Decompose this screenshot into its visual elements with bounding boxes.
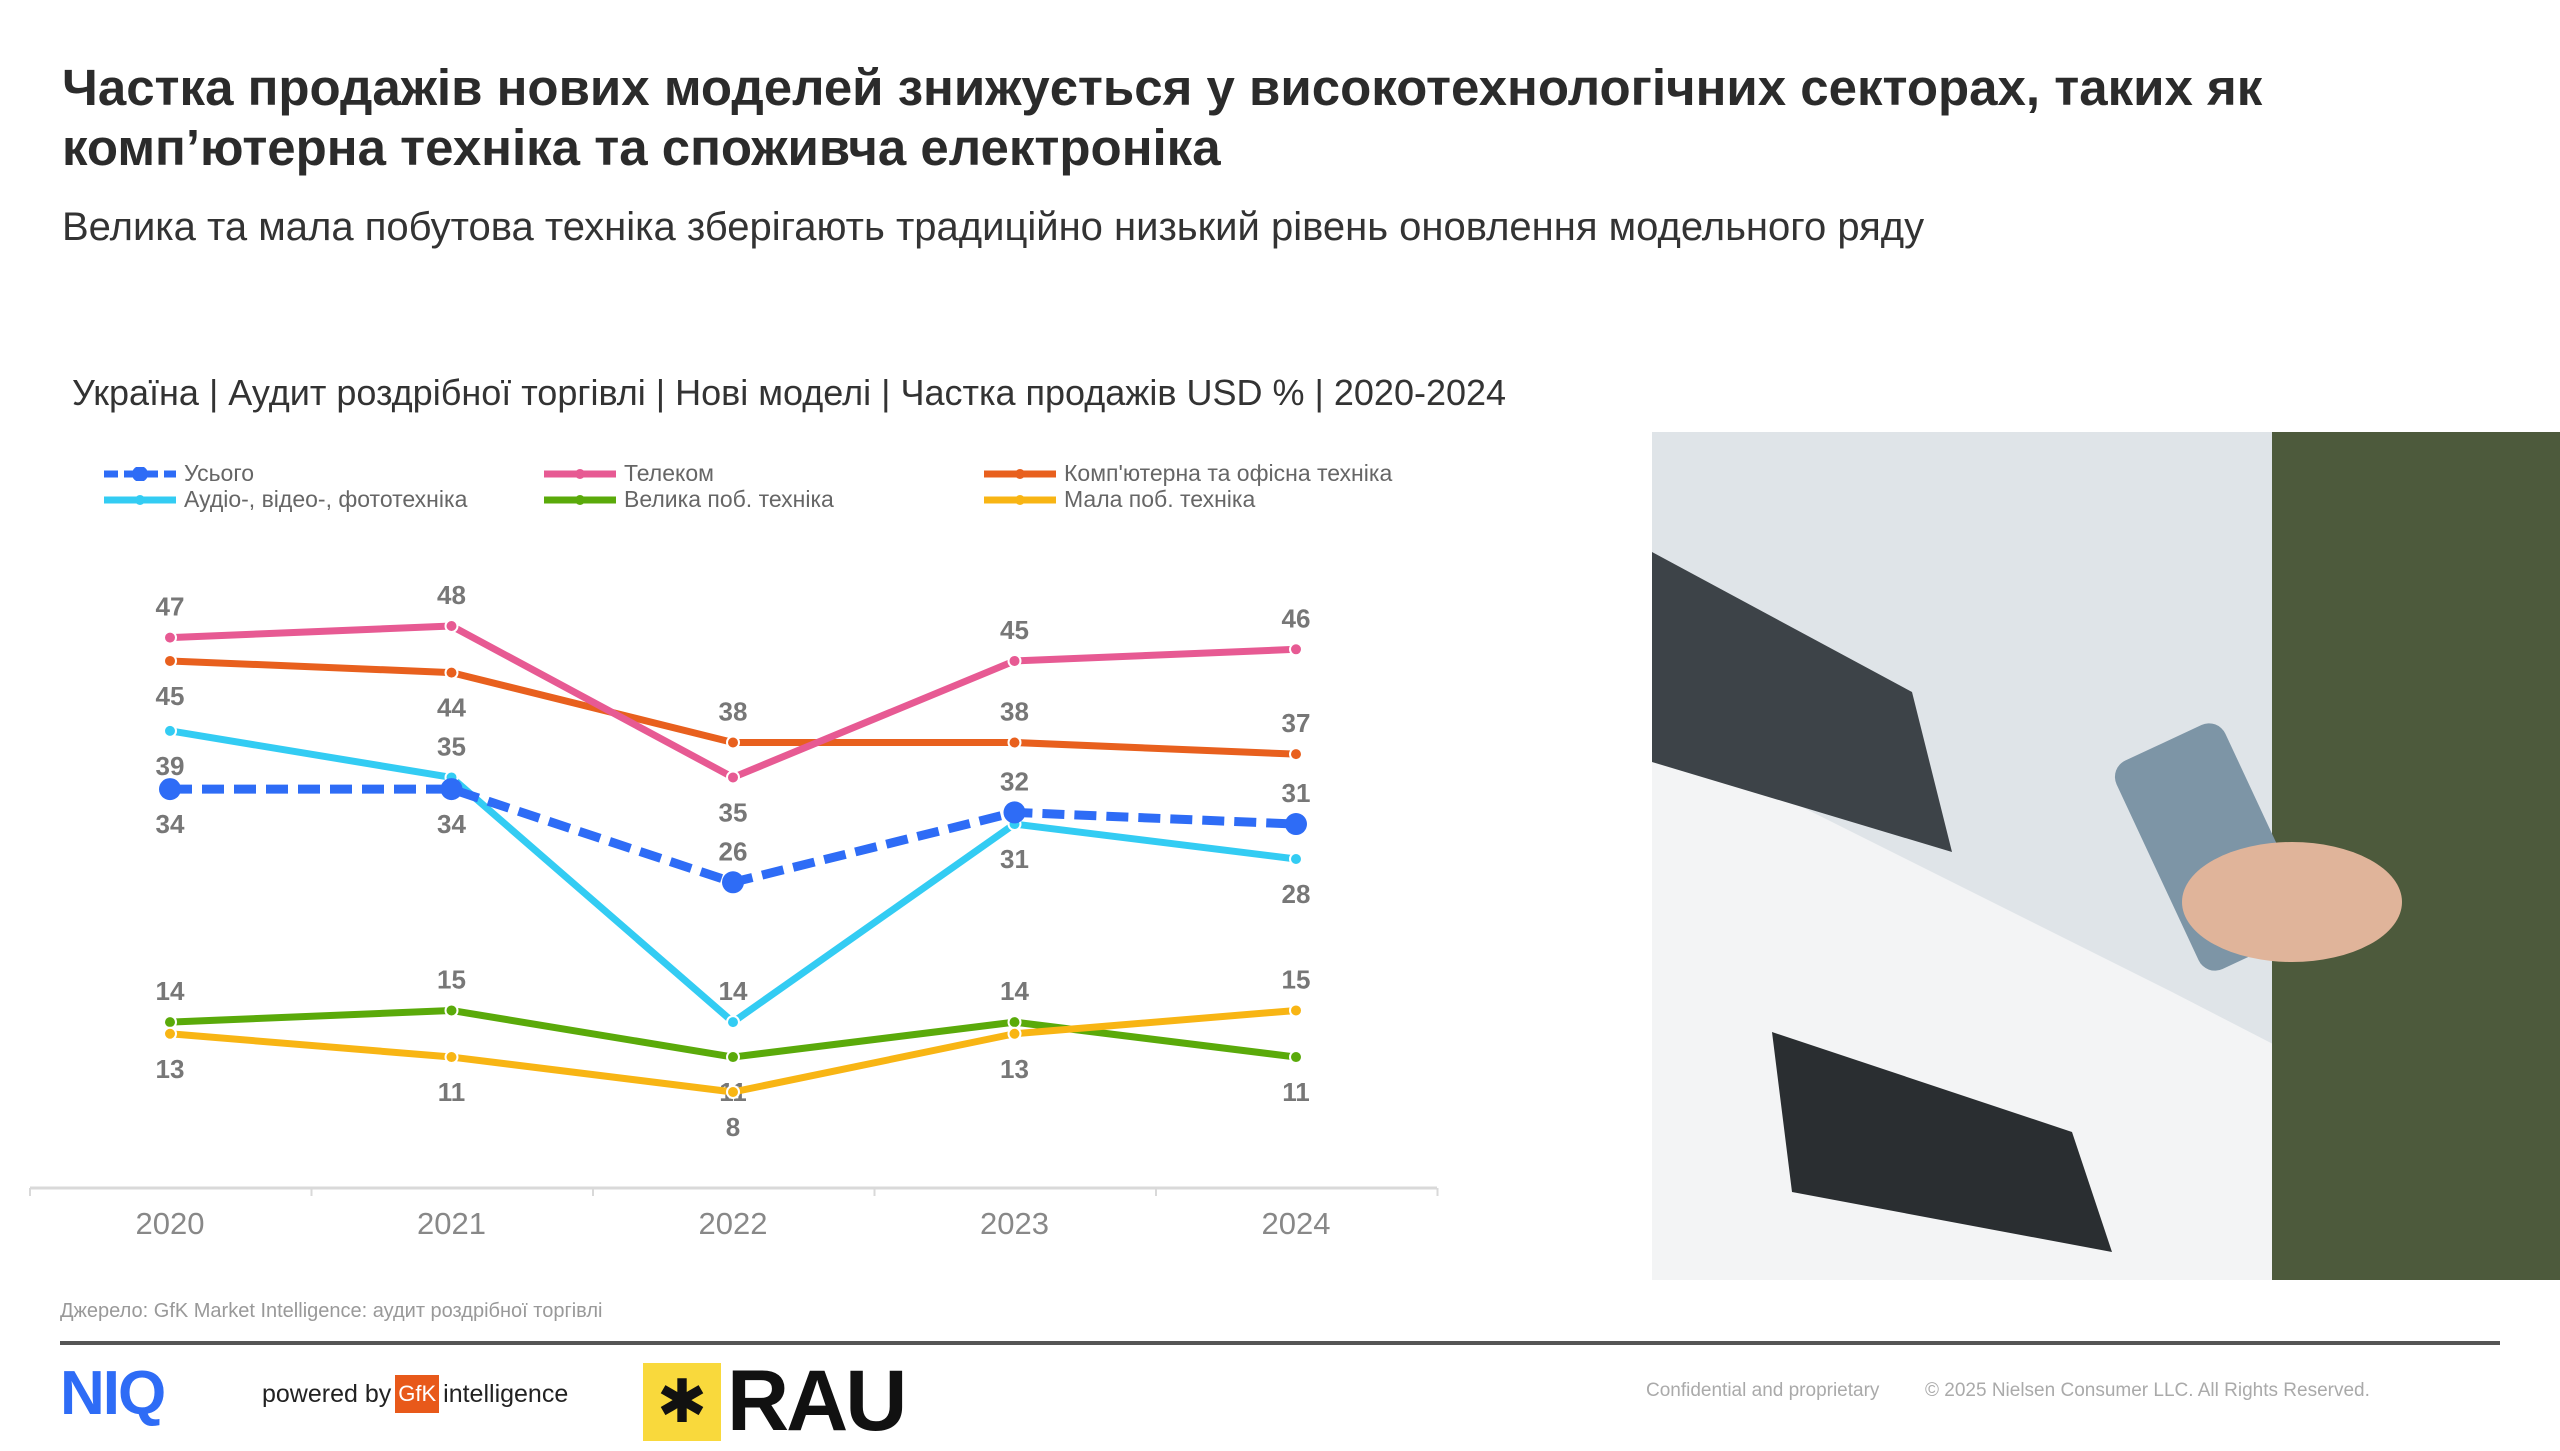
legend-item: Велика поб. техніка <box>540 486 834 513</box>
data-point <box>726 770 740 785</box>
data-label: 14 <box>1000 976 1029 1006</box>
chart-title: Україна | Аудит роздрібної торгівлі | Но… <box>72 372 1507 413</box>
store-photo <box>1652 432 2560 1280</box>
data-point <box>1289 642 1303 657</box>
rau-star-icon: ✱ <box>643 1362 721 1441</box>
page-subtitle: Велика та мала побутова техніка зберігаю… <box>62 205 1925 249</box>
data-point <box>163 1015 177 1030</box>
legend-label: Комп'ютерна та офісна техніка <box>1064 460 1393 486</box>
data-label: 37 <box>1282 708 1311 738</box>
data-point <box>163 653 177 668</box>
niq-logo: NIQ <box>60 1359 166 1428</box>
data-point <box>159 778 181 801</box>
data-point <box>163 723 177 738</box>
data-point <box>1007 735 1022 750</box>
data-label: 38 <box>1000 697 1029 727</box>
legend-label: Усього <box>184 460 255 486</box>
rau-logo: ✱ RAU <box>643 1352 907 1451</box>
data-label: 34 <box>156 809 185 839</box>
data-point <box>726 1050 740 1065</box>
data-label: 39 <box>156 751 185 781</box>
legend-label: Аудіо-, відео-, фототехніка <box>184 486 468 512</box>
data-point <box>1289 1050 1303 1065</box>
data-point <box>1289 852 1303 866</box>
data-label: 38 <box>719 697 748 727</box>
data-point <box>440 778 463 801</box>
legend-item: Аудіо-, відео-, фототехніка <box>100 486 467 513</box>
data-label: 13 <box>1000 1054 1029 1084</box>
data-point <box>1007 653 1022 668</box>
data-point <box>1007 1015 1022 1030</box>
data-label: 31 <box>1000 844 1029 874</box>
data-point <box>444 1003 459 1018</box>
data-label: 32 <box>1000 766 1029 796</box>
data-label: 48 <box>437 580 466 610</box>
gfk-powered-logo: powered by GfK intelligence <box>262 1375 568 1413</box>
data-label: 15 <box>437 964 466 994</box>
data-label: 31 <box>1282 778 1311 808</box>
rau-text: RAU <box>727 1353 907 1449</box>
page-title: Частка продажів нових моделей знижується… <box>62 59 2263 176</box>
data-label: 35 <box>437 731 466 761</box>
data-label: 8 <box>726 1112 740 1142</box>
legend-label: Мала поб. техніка <box>1064 486 1256 512</box>
legend-label: Телеком <box>624 460 714 486</box>
data-point <box>726 735 740 750</box>
data-point <box>444 665 459 680</box>
legend-item: Телеком <box>540 460 714 487</box>
data-label: 45 <box>1000 615 1029 645</box>
data-point <box>722 871 744 894</box>
data-label: 44 <box>437 693 466 723</box>
data-label: 11 <box>1282 1077 1310 1107</box>
data-point <box>163 630 177 645</box>
data-point <box>1007 1026 1022 1041</box>
data-point <box>1003 801 1026 824</box>
data-point <box>1289 1003 1303 1018</box>
x-tick-label: 2024 <box>1262 1206 1331 1241</box>
intelligence-text: intelligence <box>443 1379 569 1408</box>
data-point <box>444 619 459 633</box>
source-note: Джерело: GfK Market Intelligence: аудит … <box>60 1300 603 1322</box>
data-label: 46 <box>1282 603 1311 633</box>
data-label: 45 <box>156 681 185 711</box>
data-label: 28 <box>1282 879 1311 909</box>
legend-item: Усього <box>100 460 254 487</box>
line-chart: 2020 2021 2022 2023 2024 45 44 38 38 37 47 48 35 45 46… <box>29 580 1439 1241</box>
x-tick-label: 2021 <box>417 1206 486 1241</box>
data-point <box>1285 813 1307 836</box>
copyright-text: © 2025 Nielsen Consumer LLC. All Rights … <box>1925 1380 2370 1401</box>
data-label: 34 <box>437 809 466 839</box>
x-tick-label: 2020 <box>136 1206 205 1241</box>
data-label: 14 <box>719 976 748 1006</box>
legend-item: Мала поб. техніка <box>980 486 1255 513</box>
data-point <box>1289 747 1303 762</box>
data-label: 26 <box>719 836 748 866</box>
confidential-text: Confidential and proprietary <box>1646 1380 1880 1401</box>
data-point <box>163 1026 177 1041</box>
footer-divider <box>60 1341 2500 1345</box>
data-label: 15 <box>1282 964 1311 994</box>
data-label: 13 <box>156 1054 185 1084</box>
data-point <box>726 1085 740 1099</box>
x-tick-label: 2022 <box>699 1206 768 1241</box>
powered-by-text: powered by <box>262 1379 392 1408</box>
data-label: 35 <box>719 797 748 827</box>
legend-label: Велика поб. техніка <box>624 486 834 512</box>
data-label: 14 <box>156 976 185 1006</box>
x-tick-label: 2023 <box>980 1206 1049 1241</box>
data-point <box>726 1015 740 1030</box>
gfk-logo: GfK <box>395 1375 440 1413</box>
data-point <box>444 1050 459 1065</box>
data-label: 11 <box>438 1077 466 1107</box>
legend-item: Комп'ютерна та офісна техніка <box>980 460 1392 487</box>
data-label: 47 <box>156 592 185 622</box>
